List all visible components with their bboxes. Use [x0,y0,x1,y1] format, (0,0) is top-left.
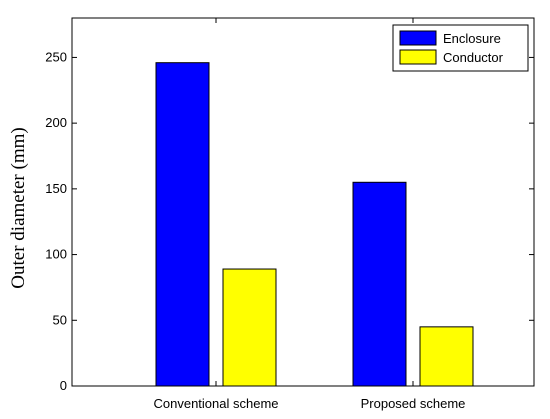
legend-swatch-conductor [399,49,437,65]
y-tick-label: 250 [45,49,67,64]
x-axis-ticks: Conventional scheme Proposed scheme [153,18,465,411]
bar-enclosure-2 [352,181,407,387]
y-axis-ticks: 0 50 100 150 200 250 [45,49,534,393]
bar-enclosure-1 [155,62,210,387]
y-tick-label: 200 [45,115,67,130]
bar-conductor-1 [222,268,277,387]
legend-label-enclosure: Enclosure [443,31,501,46]
plot-frame [71,17,535,387]
y-tick-label: 50 [53,312,67,327]
x-tick-label: Proposed scheme [361,396,466,411]
y-tick-label: 100 [45,247,67,262]
legend-label-conductor: Conductor [443,50,504,65]
y-axis-title: Outer diameter (mm) [8,127,29,288]
legend: Enclosure Conductor [392,24,529,72]
x-tick-label: Conventional scheme [153,396,278,411]
bars-group [155,62,474,387]
bar-conductor-2 [419,326,474,387]
y-tick-label: 0 [60,378,67,393]
y-tick-label: 150 [45,181,67,196]
legend-swatch-enclosure [399,30,437,46]
